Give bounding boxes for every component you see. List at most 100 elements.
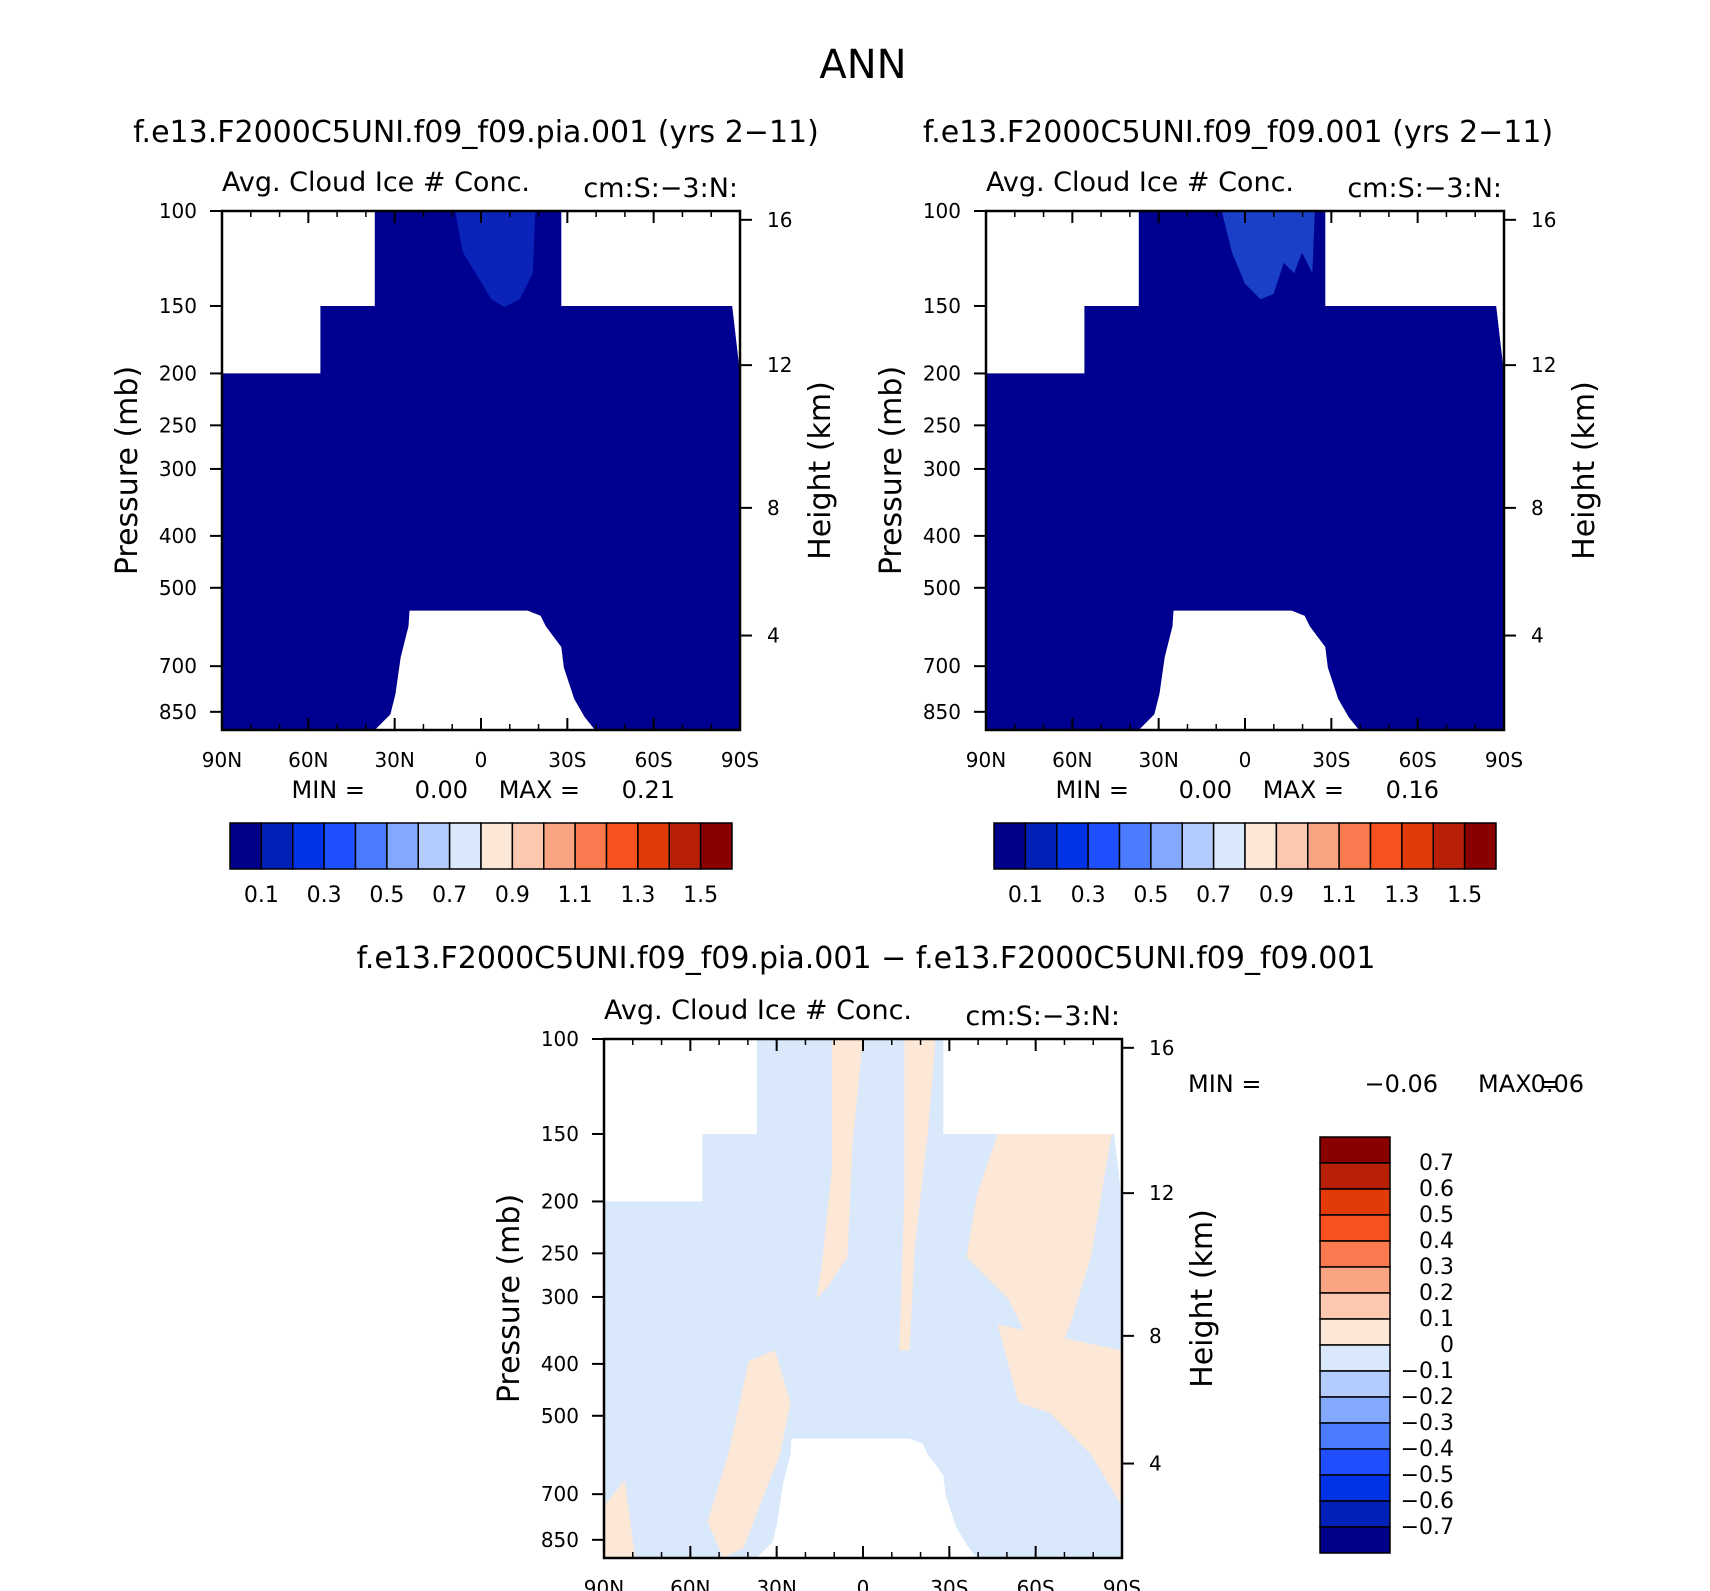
subtitle-right-1: cm:S:−3:N: xyxy=(583,173,738,204)
contour-fill-3-pos-3 xyxy=(966,1134,1112,1403)
colorbar-box-2-8 xyxy=(1244,822,1278,870)
stats-min-label-3: MIN = xyxy=(1188,1070,1261,1098)
y-tick-label-2-8: 850 xyxy=(923,700,961,724)
y-tick-label-2-5: 400 xyxy=(923,524,961,548)
colorbar-label-2-2: 0.5 xyxy=(1133,883,1168,908)
stats-max-label-2: MAX = xyxy=(1263,776,1344,804)
y-axis-title-right-2: Height (km) xyxy=(1567,381,1602,560)
subtitle-right-3: cm:S:−3:N: xyxy=(965,1001,1120,1032)
colorbar-box-1-0 xyxy=(229,822,263,870)
y-tick-label-2-2: 200 xyxy=(923,361,961,385)
y-right-tick-label-2-2: 8 xyxy=(1531,496,1544,520)
y-tick-label-1-4: 300 xyxy=(159,457,197,481)
contour-fill-1-a xyxy=(222,211,740,730)
colorbar-2: 0.1 0.3 0.5 0.7 0.9 1.1 1.3 1.5 xyxy=(993,822,1497,908)
y-tick-label-1-1: 150 xyxy=(159,294,197,318)
colorbar-box-3-15 xyxy=(1319,1526,1391,1554)
x-tick-label-2-1: 60N xyxy=(1052,748,1092,772)
y-right-tick-label-2-3: 4 xyxy=(1531,624,1544,648)
x-tick-label-1-3: 0 xyxy=(475,748,488,772)
y-tick-label-3-5: 400 xyxy=(541,1352,579,1376)
x-tick-label-1-0: 90N xyxy=(202,748,242,772)
colorbar-box-2-15 xyxy=(1463,822,1497,870)
colorbar-label-3-3: 0.4 xyxy=(1419,1229,1454,1254)
colorbar-box-1-7 xyxy=(448,822,482,870)
colorbar-box-3-3 xyxy=(1319,1214,1391,1242)
colorbar-box-2-11 xyxy=(1338,822,1372,870)
colorbar-box-2-1 xyxy=(1024,822,1058,870)
y-tick-label-2-6: 500 xyxy=(923,576,961,600)
colorbar-box-1-3 xyxy=(323,822,357,870)
colorbar-3: 0.70.60.50.40.30.20.10−0.1−0.2−0.3−0.4−0… xyxy=(1319,1136,1454,1554)
stats-min-label-2: MIN = xyxy=(1056,776,1129,804)
colorbar-label-3-12: −0.5 xyxy=(1401,1463,1454,1488)
colorbar-box-1-12 xyxy=(605,822,639,870)
colorbar-box-2-4 xyxy=(1118,822,1152,870)
colorbar-box-1-14 xyxy=(668,822,702,870)
stats-min-1: 0.00 xyxy=(415,776,468,804)
y-tick-label-3-0: 100 xyxy=(541,1027,579,1051)
contour-fill-2-a xyxy=(986,211,1504,730)
x-tick-label-1-5: 60S xyxy=(635,748,673,772)
stats-max-2: 0.16 xyxy=(1386,776,1439,804)
y-axis-title-right-1: Height (km) xyxy=(803,381,838,560)
y-right-tick-label-1-0: 16 xyxy=(767,208,792,232)
y-tick-label-1-7: 700 xyxy=(159,654,197,678)
colorbar-label-3-5: 0.2 xyxy=(1419,1281,1454,1306)
x-tick-label-2-0: 90N xyxy=(966,748,1006,772)
x-tick-label-1-6: 90S xyxy=(721,748,759,772)
colorbar-label-2-0: 0.1 xyxy=(1008,883,1043,908)
colorbar-label-3-11: −0.4 xyxy=(1401,1437,1454,1462)
colorbar-box-3-12 xyxy=(1319,1448,1391,1476)
colorbar-label-2-7: 1.5 xyxy=(1447,883,1482,908)
contour-fill-3-pos-4 xyxy=(707,1350,791,1558)
colorbar-label-2-5: 1.1 xyxy=(1322,883,1357,908)
colorbar-label-1-4: 0.9 xyxy=(495,883,530,908)
contour-fill-2-b xyxy=(1221,211,1315,300)
stats-max-3: 0.06 xyxy=(1531,1070,1584,1098)
colorbar-box-3-13 xyxy=(1319,1474,1391,1502)
colorbar-box-2-14 xyxy=(1432,822,1466,870)
subtitle-left-2: Avg. Cloud Ice # Conc. xyxy=(986,167,1294,198)
y-axis-title-1: Pressure (mb) xyxy=(110,366,145,575)
colorbar-box-1-9 xyxy=(511,822,545,870)
y-right-tick-label-1-1: 12 xyxy=(767,353,792,377)
y-right-tick-label-3-0: 16 xyxy=(1149,1036,1174,1060)
colorbar-label-3-9: −0.2 xyxy=(1401,1385,1454,1410)
x-tick-label-2-4: 30S xyxy=(1312,748,1350,772)
y-tick-label-3-8: 850 xyxy=(541,1528,579,1552)
stats-max-1: 0.21 xyxy=(622,776,675,804)
stats-min-label-1: MIN = xyxy=(292,776,365,804)
colorbar-box-1-4 xyxy=(354,822,388,870)
y-axis-title-right-3: Height (km) xyxy=(1185,1209,1220,1388)
colorbar-box-3-2 xyxy=(1319,1188,1391,1216)
colorbar-box-2-3 xyxy=(1087,822,1121,870)
colorbar-label-2-6: 1.3 xyxy=(1384,883,1419,908)
y-right-tick-label-1-3: 4 xyxy=(767,624,780,648)
y-tick-label-2-7: 700 xyxy=(923,654,961,678)
y-tick-label-1-8: 850 xyxy=(159,700,197,724)
colorbar-box-1-1 xyxy=(260,822,294,870)
figure-title: ANN xyxy=(819,42,906,88)
y-axis-title-2: Pressure (mb) xyxy=(874,366,909,575)
y-tick-label-2-3: 250 xyxy=(923,413,961,437)
colorbar-box-1-8 xyxy=(480,822,514,870)
colorbar-label-3-6: 0.1 xyxy=(1419,1307,1454,1332)
contour-fill-1-b xyxy=(455,211,536,307)
panels: 90N 60N 30N 0 30S 60S 90S100150200250300400500… xyxy=(110,167,1602,1591)
colorbar-box-2-7 xyxy=(1212,822,1246,870)
y-right-tick-label-3-1: 12 xyxy=(1149,1181,1174,1205)
y-tick-label-2-4: 300 xyxy=(923,457,961,481)
colorbar-box-2-9 xyxy=(1275,822,1309,870)
y-tick-label-3-7: 700 xyxy=(541,1482,579,1506)
colorbar-box-2-12 xyxy=(1369,822,1403,870)
colorbar-1: 0.1 0.3 0.5 0.7 0.9 1.1 1.3 1.5 xyxy=(229,822,733,908)
colorbar-box-3-4 xyxy=(1319,1240,1391,1268)
colorbar-label-3-4: 0.3 xyxy=(1419,1255,1454,1280)
colorbar-box-3-6 xyxy=(1319,1292,1391,1320)
subtitle-left-3: Avg. Cloud Ice # Conc. xyxy=(604,995,912,1026)
x-tick-label-1-4: 30S xyxy=(548,748,586,772)
colorbar-box-3-8 xyxy=(1319,1344,1391,1372)
panel-3: 90N 60N 30N 0 30S 60S 90S 100 150 200 250 300 400 500… xyxy=(492,995,1584,1591)
y-tick-label-3-2: 200 xyxy=(541,1189,579,1213)
